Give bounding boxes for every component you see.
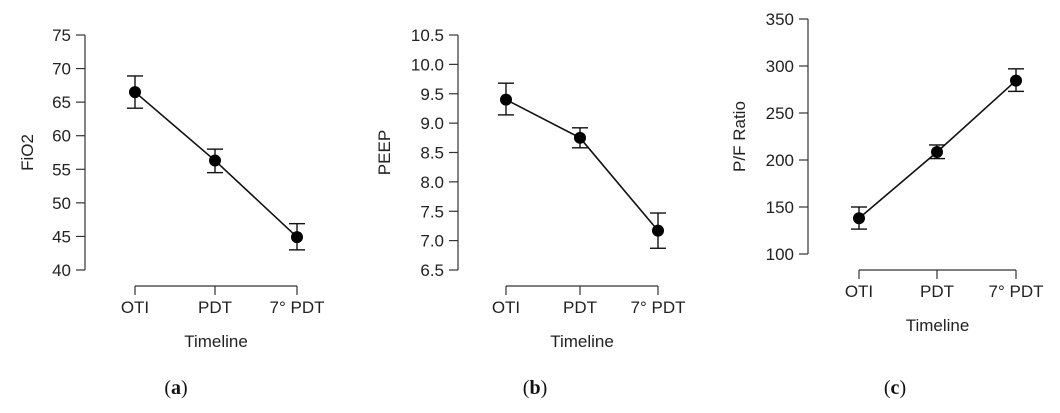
y-tick-label: 9.5 (420, 85, 444, 104)
y-tick-label: 150 (766, 198, 794, 217)
y-tick-label: 60 (52, 127, 71, 146)
panel-label-letter: b (529, 377, 540, 399)
y-tick-label: 70 (52, 60, 71, 79)
y-tick-label: 7.0 (420, 232, 444, 251)
data-point (1010, 74, 1022, 87)
x-axis-title: Timeline (550, 332, 614, 351)
data-point (500, 93, 512, 106)
y-tick-label: 350 (766, 10, 794, 29)
y-axis-title: P/F Ratio (730, 101, 749, 172)
y-tick-label: 10.0 (411, 55, 444, 74)
data-point (574, 131, 586, 144)
panel-label: (c) (884, 377, 906, 399)
y-tick-label: 75 (52, 26, 71, 45)
data-point (853, 212, 865, 225)
data-point (209, 154, 221, 167)
chart-panel-c: 100 150 200 250 300 350 OTI PDT 7° PDT P/F Ratio T… (730, 10, 1043, 399)
data-point (931, 146, 943, 159)
y-axis-title: PEEP (375, 130, 394, 175)
y-tick-label: 55 (52, 160, 71, 179)
x-tick-label: OTI (845, 282, 873, 301)
x-tick-label: 7° PDT (270, 298, 325, 317)
y-tick-label: 65 (52, 93, 71, 112)
data-point (652, 224, 664, 237)
y-tick-label: 300 (766, 57, 794, 76)
x-axis-title: Timeline (906, 316, 970, 335)
y-tick-label: 250 (766, 104, 794, 123)
y-tick-label: 200 (766, 151, 794, 170)
x-tick-label: OTI (492, 298, 520, 317)
y-tick-label: 50 (52, 194, 71, 213)
y-tick-label: 10.5 (411, 26, 444, 45)
x-tick-label: PDT (920, 282, 954, 301)
x-tick-label: 7° PDT (989, 282, 1044, 301)
panel-label: (b) (523, 377, 547, 399)
y-tick-label: 45 (52, 227, 71, 246)
panel-label-letter: a (171, 377, 181, 399)
data-point (129, 86, 141, 99)
series-line (505, 98, 659, 232)
chart-panel-a: 40 45 50 55 60 65 70 75 OTI PDT 7° PDT FiO2 Timeline… (18, 26, 324, 399)
y-tick-label: 40 (52, 261, 71, 280)
data-point (291, 231, 303, 244)
panel-label-letter: c (891, 377, 900, 399)
x-tick-label: PDT (563, 298, 597, 317)
y-tick-label: 6.5 (420, 261, 444, 280)
x-tick-label: 7° PDT (631, 298, 686, 317)
y-tick-label: 8.5 (420, 144, 444, 163)
chart-panel-b: 6.5 7.0 7.5 8.0 8.5 9.0 9.5 10.0 10.5 OTI PDT 7° PD… (375, 26, 685, 399)
y-axis-title: FiO2 (18, 134, 37, 171)
x-axis-title: Timeline (184, 332, 248, 351)
y-tick-label: 7.5 (420, 202, 444, 221)
y-tick-label: 8.0 (420, 173, 444, 192)
y-tick-label: 100 (766, 245, 794, 264)
y-tick-label: 9.0 (420, 114, 444, 133)
x-tick-label: PDT (198, 298, 232, 317)
panel-label: (a) (164, 377, 187, 399)
x-tick-label: OTI (121, 298, 149, 317)
